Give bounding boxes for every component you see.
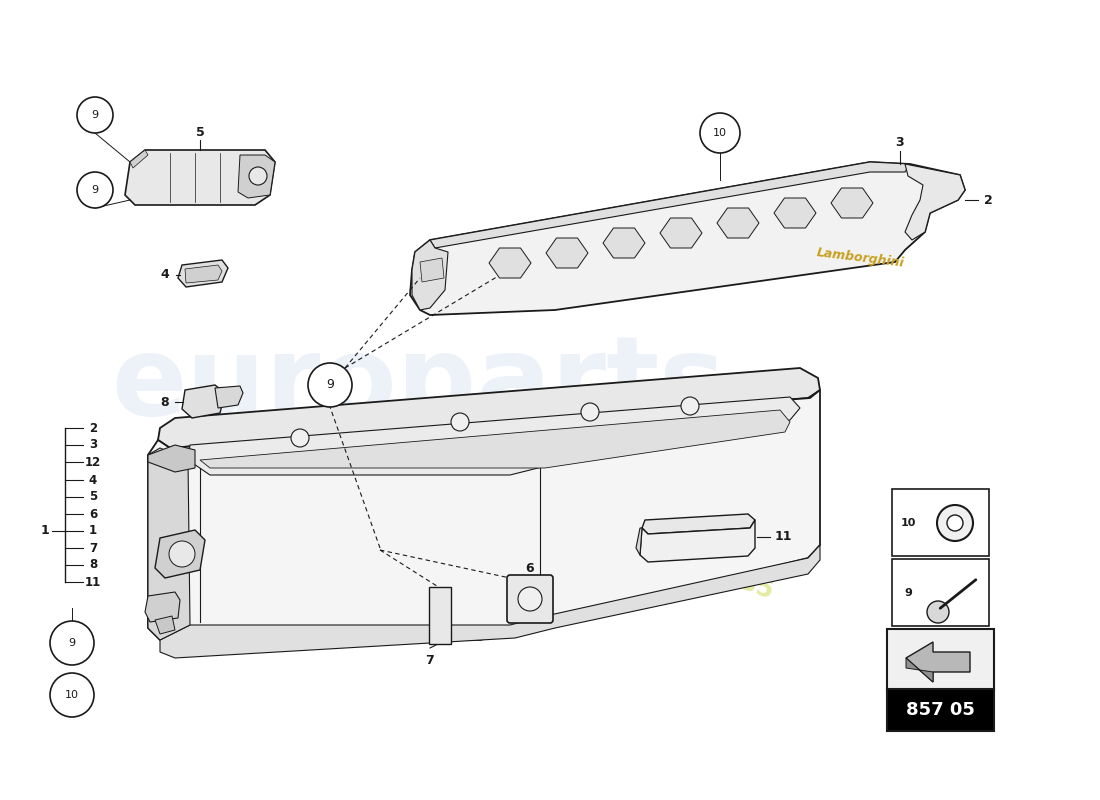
- Circle shape: [169, 541, 195, 567]
- FancyBboxPatch shape: [429, 587, 451, 644]
- FancyBboxPatch shape: [892, 489, 989, 556]
- Polygon shape: [490, 248, 531, 278]
- Polygon shape: [546, 238, 589, 268]
- Polygon shape: [905, 164, 965, 240]
- Text: 1: 1: [41, 525, 50, 538]
- Text: 8: 8: [161, 395, 169, 409]
- Text: 9: 9: [326, 378, 334, 391]
- Circle shape: [308, 363, 352, 407]
- Polygon shape: [774, 198, 816, 228]
- Polygon shape: [160, 545, 820, 658]
- Circle shape: [50, 673, 94, 717]
- Polygon shape: [148, 445, 195, 472]
- Text: 10: 10: [900, 518, 915, 528]
- Polygon shape: [412, 240, 448, 310]
- Polygon shape: [200, 410, 790, 468]
- Circle shape: [518, 587, 542, 611]
- Polygon shape: [410, 162, 965, 315]
- Polygon shape: [636, 528, 642, 555]
- Text: 9: 9: [91, 185, 99, 195]
- Text: 12: 12: [85, 455, 101, 469]
- Text: 3: 3: [895, 137, 904, 150]
- Polygon shape: [188, 397, 800, 475]
- Text: 9: 9: [904, 588, 912, 598]
- Polygon shape: [830, 188, 873, 218]
- Text: 6: 6: [89, 507, 97, 521]
- Polygon shape: [158, 368, 820, 448]
- Text: 9: 9: [68, 638, 76, 648]
- Polygon shape: [185, 265, 222, 283]
- Circle shape: [77, 172, 113, 208]
- Text: 10: 10: [65, 690, 79, 700]
- Text: 4: 4: [161, 269, 169, 282]
- Text: 7: 7: [426, 654, 434, 666]
- Polygon shape: [906, 642, 970, 682]
- Circle shape: [700, 113, 740, 153]
- Polygon shape: [155, 530, 205, 578]
- Polygon shape: [420, 258, 444, 282]
- Circle shape: [681, 397, 698, 415]
- Circle shape: [927, 601, 949, 623]
- Text: 11: 11: [776, 530, 792, 543]
- Circle shape: [947, 515, 962, 531]
- Polygon shape: [148, 448, 190, 640]
- Polygon shape: [430, 162, 910, 248]
- Circle shape: [292, 429, 309, 447]
- Text: 4: 4: [89, 474, 97, 486]
- Circle shape: [50, 621, 94, 665]
- Text: a passion for parts since 1985: a passion for parts since 1985: [367, 436, 777, 604]
- Text: 2: 2: [983, 194, 992, 206]
- Circle shape: [77, 97, 113, 133]
- Polygon shape: [178, 260, 228, 287]
- Text: 6: 6: [526, 562, 535, 574]
- FancyBboxPatch shape: [507, 575, 553, 623]
- Circle shape: [581, 403, 600, 421]
- Text: 3: 3: [89, 438, 97, 451]
- Text: 8: 8: [89, 558, 97, 571]
- FancyBboxPatch shape: [887, 629, 994, 691]
- Text: 10: 10: [713, 128, 727, 138]
- FancyBboxPatch shape: [887, 689, 994, 731]
- Text: 2: 2: [89, 422, 97, 434]
- Polygon shape: [182, 385, 225, 418]
- Polygon shape: [148, 390, 820, 640]
- Circle shape: [937, 505, 974, 541]
- Polygon shape: [145, 592, 180, 622]
- Text: 5: 5: [196, 126, 205, 138]
- Text: 857 05: 857 05: [906, 701, 975, 719]
- Text: 1: 1: [89, 525, 97, 538]
- Text: 9: 9: [91, 110, 99, 120]
- Polygon shape: [640, 520, 755, 562]
- Polygon shape: [717, 208, 759, 238]
- Polygon shape: [660, 218, 702, 248]
- Text: Lamborghini: Lamborghini: [815, 246, 904, 270]
- Text: 11: 11: [85, 575, 101, 589]
- Polygon shape: [642, 514, 755, 534]
- Circle shape: [249, 167, 267, 185]
- Polygon shape: [125, 150, 275, 205]
- Text: 7: 7: [89, 542, 97, 554]
- FancyBboxPatch shape: [892, 559, 989, 626]
- Text: europarts: europarts: [111, 330, 725, 438]
- Circle shape: [451, 413, 469, 431]
- Polygon shape: [238, 155, 275, 198]
- Text: 5: 5: [89, 490, 97, 503]
- Polygon shape: [130, 150, 148, 168]
- Polygon shape: [214, 386, 243, 408]
- Polygon shape: [155, 616, 175, 634]
- Polygon shape: [906, 658, 933, 682]
- Polygon shape: [603, 228, 645, 258]
